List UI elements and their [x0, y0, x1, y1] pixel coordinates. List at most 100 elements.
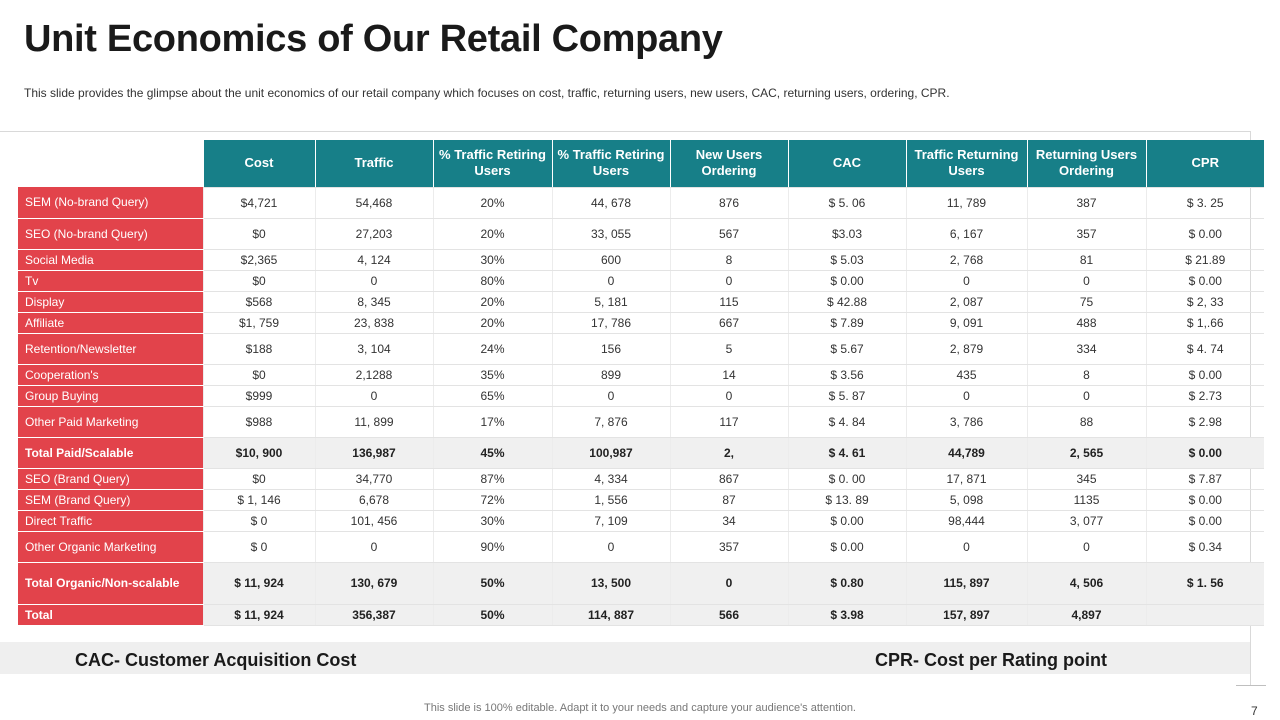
table-row: SEM (Brand Query) $ 1, 146 6,678 72% 1, 556 8… [18, 489, 1264, 511]
table-cell: 136,987 [314, 437, 433, 469]
table-cell: 11, 899 [314, 406, 433, 438]
slide-subtitle: This slide provides the glimpse about th… [24, 86, 950, 100]
table-cell: $ 0.00 [787, 510, 906, 532]
row-label: Affiliate [18, 312, 203, 334]
table-cell: 3, 077 [1026, 510, 1146, 532]
table-cell: $ 2.73 [1145, 385, 1264, 407]
table-cell: $ 0 [202, 510, 315, 532]
row-label: Group Buying [18, 385, 203, 407]
table-cell: $ 4. 61 [787, 437, 906, 469]
table-cell: 667 [669, 312, 788, 334]
table-cell: 13, 500 [551, 562, 670, 605]
table-cell [1145, 604, 1264, 626]
row-label: SEM (No-brand Query) [18, 187, 203, 219]
table-cell: 33, 055 [551, 218, 670, 250]
row-label: SEM (Brand Query) [18, 489, 203, 511]
table-cell: $ 2, 33 [1145, 291, 1264, 313]
table-cell: 20% [432, 218, 552, 250]
table-cell: 65% [432, 385, 552, 407]
table-cell: 115 [669, 291, 788, 313]
table-cell: $ 5. 06 [787, 187, 906, 219]
table-cell: 20% [432, 312, 552, 334]
table-cell: $ 0.80 [787, 562, 906, 605]
table-cell: 30% [432, 249, 552, 271]
table-row: Other Organic Marketing $ 0 0 90% 0 357 $ 0.00… [18, 531, 1264, 563]
table-cell: 45% [432, 437, 552, 469]
table-cell: 5, 098 [905, 489, 1027, 511]
cpr-definition: CPR- Cost per Rating point [875, 650, 1107, 670]
table-cell: 72% [432, 489, 552, 511]
table-cell: $ 5.67 [787, 333, 906, 365]
table-cell: 0 [905, 385, 1027, 407]
table-row: Tv $0 0 80% 0 0 $ 0.00 0 0 $ 0.00 [18, 270, 1264, 292]
table-cell: $0 [202, 270, 315, 292]
table-cell: 130, 679 [314, 562, 433, 605]
row-label: Cooperation's [18, 364, 203, 386]
table-cell: $ 0. 00 [787, 468, 906, 490]
table-cell: 356,387 [314, 604, 433, 626]
table-cell: 4, 334 [551, 468, 670, 490]
table-cell: 2, 087 [905, 291, 1027, 313]
table-cell: 1135 [1026, 489, 1146, 511]
table-cell: 2, [669, 437, 788, 469]
table-cell: 34,770 [314, 468, 433, 490]
table-cell: 2, 565 [1026, 437, 1146, 469]
unit-economics-table: Cost Traffic% Traffic Retiring Users% Tra… [18, 140, 1264, 626]
table-cell: 20% [432, 187, 552, 219]
table-cell: 6, 167 [905, 218, 1027, 250]
table-row: Cooperation's $0 2,1288 35% 899 14 $ 3.56 435 8 $… [18, 364, 1264, 386]
row-label: Total Organic/Non-scalable [18, 562, 203, 605]
page-number: 7 [1251, 704, 1258, 718]
table-cell: 4, 124 [314, 249, 433, 271]
column-header: CAC [787, 140, 906, 188]
table-row: Affiliate $1, 759 23, 838 20% 17, 786 667 $ 7.… [18, 312, 1264, 334]
table-cell: $ 0.00 [1145, 218, 1264, 250]
table-cell: 4, 506 [1026, 562, 1146, 605]
table-cell: 6,678 [314, 489, 433, 511]
table-cell: $ 3.56 [787, 364, 906, 386]
table-cell: 0 [1026, 385, 1146, 407]
table-cell: 101, 456 [314, 510, 433, 532]
table-cell: $ 2.98 [1145, 406, 1264, 438]
table-cell: $ 4. 74 [1145, 333, 1264, 365]
table-cell: 9, 091 [905, 312, 1027, 334]
table-cell: $10, 900 [202, 437, 315, 469]
table-cell: $ 7.87 [1145, 468, 1264, 490]
table-cell: $0 [202, 468, 315, 490]
table-cell: $ 3. 25 [1145, 187, 1264, 219]
table-cell: 0 [551, 385, 670, 407]
row-label: Total Paid/Scalable [18, 437, 203, 469]
table-cell: 867 [669, 468, 788, 490]
table-cell: 0 [1026, 270, 1146, 292]
table-cell: 5, 181 [551, 291, 670, 313]
table-cell: 75 [1026, 291, 1146, 313]
table-row: Other Paid Marketing $988 11, 899 17% 7, 876… [18, 406, 1264, 438]
table-cell: 87 [669, 489, 788, 511]
table-cell: 156 [551, 333, 670, 365]
table-cell: 115, 897 [905, 562, 1027, 605]
table-cell: 7, 109 [551, 510, 670, 532]
row-label: Retention/Newsletter [18, 333, 203, 365]
row-label: Total [18, 604, 203, 626]
table-cell: 600 [551, 249, 670, 271]
table-cell: 24% [432, 333, 552, 365]
table-cell: 20% [432, 291, 552, 313]
table-row: Social Media $2,365 4, 124 30% 600 8 $ 5.03 2, … [18, 249, 1264, 271]
table-cell: 11, 789 [905, 187, 1027, 219]
table-cell: $ 0.00 [1145, 364, 1264, 386]
table-cell: $ 1. 56 [1145, 562, 1264, 605]
table-cell: 2, 768 [905, 249, 1027, 271]
table-cell: 90% [432, 531, 552, 563]
table-row: Group Buying $999 0 65% 0 0 $ 5. 87 0 0 $ 2.73 [18, 385, 1264, 407]
table-row: SEO (Brand Query) $0 34,770 87% 4, 334 867 $ 0… [18, 468, 1264, 490]
column-header: Returning Users Ordering [1026, 140, 1146, 188]
table-row: Total Paid/Scalable $10, 900 136,987 45% 100… [18, 437, 1264, 469]
column-header: Cost [202, 140, 315, 188]
table-cell: 0 [669, 385, 788, 407]
table-row: Direct Traffic $ 0 101, 456 30% 7, 109 34 $ 0.… [18, 510, 1264, 532]
definitions-band [0, 642, 1250, 674]
table-cell: 567 [669, 218, 788, 250]
table-cell: 81 [1026, 249, 1146, 271]
table-cell: $4,721 [202, 187, 315, 219]
row-label: Other Organic Marketing [18, 531, 203, 563]
